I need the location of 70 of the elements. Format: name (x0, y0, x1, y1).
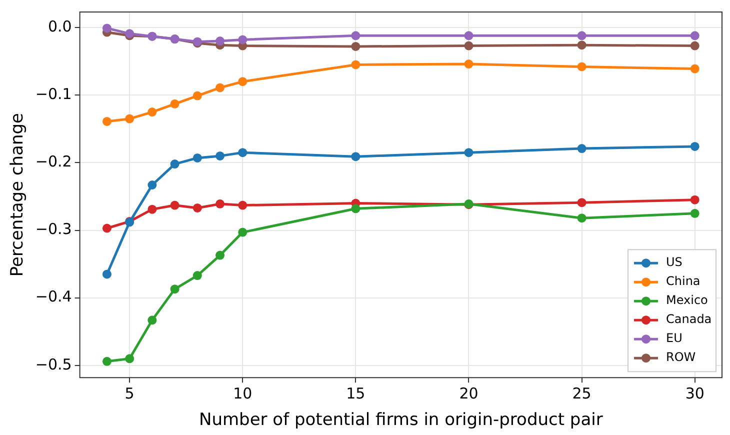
point (690, 41, 700, 50)
point (102, 116, 112, 126)
legend-label: EU (666, 331, 682, 346)
y-tick-label: −0.5 (35, 355, 72, 374)
point (125, 114, 134, 124)
point (351, 31, 360, 40)
point (170, 200, 180, 210)
x-tick-label: 15 (346, 384, 366, 402)
point (464, 60, 474, 69)
point (216, 250, 225, 260)
y-tick-label: −0.3 (35, 220, 72, 238)
point (192, 153, 202, 162)
point (102, 224, 112, 233)
point (238, 148, 248, 158)
y-tick-label: −0.1 (35, 85, 72, 104)
x-tick-label: 10 (233, 384, 252, 402)
point (102, 270, 112, 279)
point (148, 204, 157, 214)
y-tick-label: −0.4 (35, 288, 72, 306)
point (577, 144, 586, 154)
point (148, 108, 157, 117)
point (216, 151, 225, 160)
point (216, 36, 225, 46)
point (351, 60, 360, 70)
point (125, 354, 134, 364)
point (238, 228, 248, 237)
legend-label: US (666, 255, 682, 270)
x-tick-label: 5 (124, 384, 134, 402)
point (577, 40, 586, 50)
point (216, 199, 225, 208)
point (690, 31, 700, 40)
legend-label: ROW (666, 350, 696, 364)
point (577, 198, 586, 208)
x-axis-title: Number of potential firms in origin-product pair (198, 410, 603, 430)
x-tick-label: 20 (459, 384, 478, 402)
point (170, 160, 180, 169)
point (148, 180, 157, 190)
point (170, 99, 180, 108)
x-tick-label: 30 (685, 384, 704, 402)
point (351, 42, 360, 51)
point (577, 62, 586, 72)
point (690, 195, 700, 204)
point (464, 31, 474, 40)
point (102, 356, 112, 366)
point (690, 208, 700, 218)
legend-label: Mexico (666, 293, 708, 308)
point (464, 41, 474, 50)
point (238, 35, 248, 44)
point (238, 200, 248, 210)
point (170, 284, 180, 294)
point (690, 64, 700, 74)
point (351, 204, 360, 214)
point (351, 152, 360, 162)
point (577, 214, 586, 223)
legend-label: China (666, 274, 700, 288)
point (148, 316, 157, 325)
point (216, 83, 225, 92)
x-tick-label: 25 (572, 384, 592, 402)
y-tick-label: −0.2 (35, 152, 72, 171)
point (238, 77, 248, 86)
point (192, 203, 202, 212)
point (690, 142, 700, 151)
y-axis-title: Percentage change (8, 112, 28, 277)
point (577, 31, 586, 40)
y-tick-label: 0.0 (48, 17, 72, 36)
legend-label: Canada (666, 312, 712, 326)
point (192, 91, 202, 100)
point (464, 148, 474, 158)
point (192, 271, 202, 280)
point (102, 24, 112, 33)
